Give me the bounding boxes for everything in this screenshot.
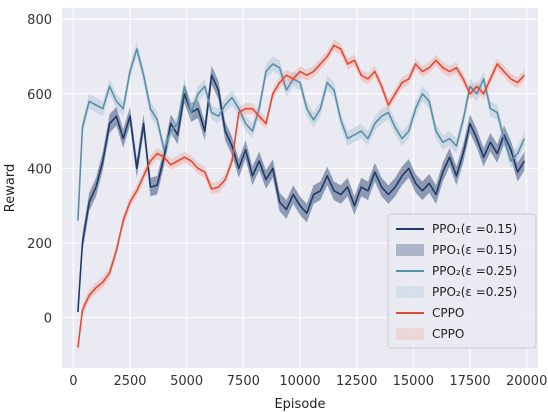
x-tick-label: 5000 bbox=[170, 374, 203, 389]
line-series-2 bbox=[77, 44, 525, 348]
x-tick-label: 15000 bbox=[393, 374, 434, 389]
legend-label: CPPO bbox=[432, 306, 464, 320]
line-series-1 bbox=[77, 48, 526, 221]
x-axis-label: Episode bbox=[274, 397, 325, 412]
y-axis-label: Reward bbox=[3, 164, 18, 212]
x-tick-label: 2500 bbox=[113, 374, 146, 389]
x-tick-label: 12500 bbox=[336, 374, 377, 389]
series-lines bbox=[77, 44, 526, 348]
y-axis-ticks: 0 200 400 600 800 bbox=[27, 13, 52, 326]
legend-band-swatch bbox=[396, 328, 424, 340]
band-series-0 bbox=[77, 65, 525, 314]
y-tick-label: 200 bbox=[27, 237, 52, 252]
legend-box bbox=[387, 213, 537, 349]
legend-band-swatch bbox=[396, 244, 424, 256]
y-tick-label: 400 bbox=[27, 162, 52, 177]
x-axis-ticks: 0 2500 5000 7500 10000 12500 15000 17500 20000 bbox=[69, 374, 547, 389]
y-tick-label: 600 bbox=[27, 88, 52, 103]
x-tick-label: 10000 bbox=[279, 374, 320, 389]
legend-label: CPPO bbox=[432, 327, 464, 341]
x-tick-label: 20000 bbox=[506, 374, 547, 389]
legend: PPO₁(ε =0.15) PPO₁(ε =0.15) PPO₂(ε =0.25) P… bbox=[387, 213, 537, 349]
legend-band-swatch bbox=[396, 286, 424, 298]
legend-label: PPO₂(ε =0.25) bbox=[432, 264, 517, 278]
x-tick-label: 17500 bbox=[449, 374, 490, 389]
band-series-1 bbox=[77, 41, 525, 225]
legend-label: PPO₁(ε =0.15) bbox=[432, 243, 517, 257]
y-tick-label: 800 bbox=[27, 13, 52, 28]
x-tick-label: 7500 bbox=[227, 374, 260, 389]
legend-label: PPO₁(ε =0.15) bbox=[432, 222, 517, 236]
y-tick-label: 0 bbox=[44, 312, 52, 327]
legend-label: PPO₂(ε =0.25) bbox=[432, 285, 517, 299]
x-tick-label: 0 bbox=[69, 374, 77, 389]
confidence-bands bbox=[77, 39, 525, 354]
line-series-0 bbox=[77, 74, 526, 313]
